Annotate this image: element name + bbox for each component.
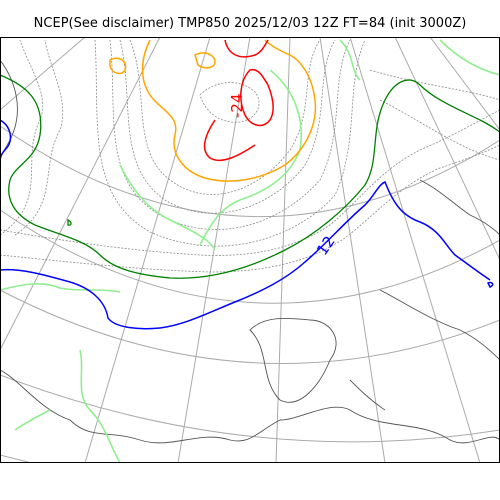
isotherm-orange [141,39,317,182]
isotherm-blue [486,281,494,288]
dark-green-isotherms [0,74,500,279]
meridian-line [0,37,86,111]
coastline [249,317,337,403]
latitude-line [0,209,500,304]
isotherm-green-light [339,39,361,81]
coastline [379,289,500,361]
meridian-line [349,37,481,463]
isotherm [199,82,260,123]
isotherm-green-light [0,282,121,293]
isotherm [129,39,321,195]
isotherm-green-dark [67,218,72,226]
isotherm [369,69,500,101]
map-background [0,37,500,463]
isotherm [0,39,44,236]
isotherm [119,39,336,214]
isotherm-green-light [119,164,216,251]
isotherm-green-light [199,69,302,246]
isotherm [14,39,64,236]
latitude-line [0,374,500,443]
contour-label-red: -24 [228,94,246,119]
meridian-line [394,37,500,261]
isotherm [94,39,366,247]
meridian-line [177,37,251,463]
meridian-line [429,37,500,131]
coastline [419,179,500,236]
isotherm-orange [109,57,127,75]
orange-isotherms [109,39,317,182]
latitude-line [0,289,500,364]
isotherm-orange [194,52,216,69]
meridian-line [84,37,211,463]
meridian-line [275,37,291,463]
isotherm-red [224,39,269,58]
isotherm [0,109,500,256]
latitude-line [0,125,500,218]
isotherm-green-dark [0,74,500,279]
isotherm-field [0,39,500,273]
coastline [349,379,386,411]
isotherm-red [240,68,274,127]
isotherm-green-light [79,349,121,463]
isotherm-green-light [14,409,51,431]
red-isotherms [203,39,274,162]
isotherm [109,39,351,230]
coastline [0,369,500,444]
meridian-lines [0,37,500,463]
isotherm [379,99,500,161]
map-title: NCEP(See disclaimer) TMP850 2025/12/03 1… [33,16,467,31]
isotherm-red [203,119,256,162]
temperature-map: -24 12 [0,37,500,463]
latitude-lines [0,125,500,463]
map-svg: -24 12 [0,37,500,463]
meridian-line [0,37,161,351]
isotherm-green-light [439,39,500,76]
meridian-line [319,37,386,463]
isotherm-blue [0,181,491,330]
light-green-isotherms [0,39,500,463]
